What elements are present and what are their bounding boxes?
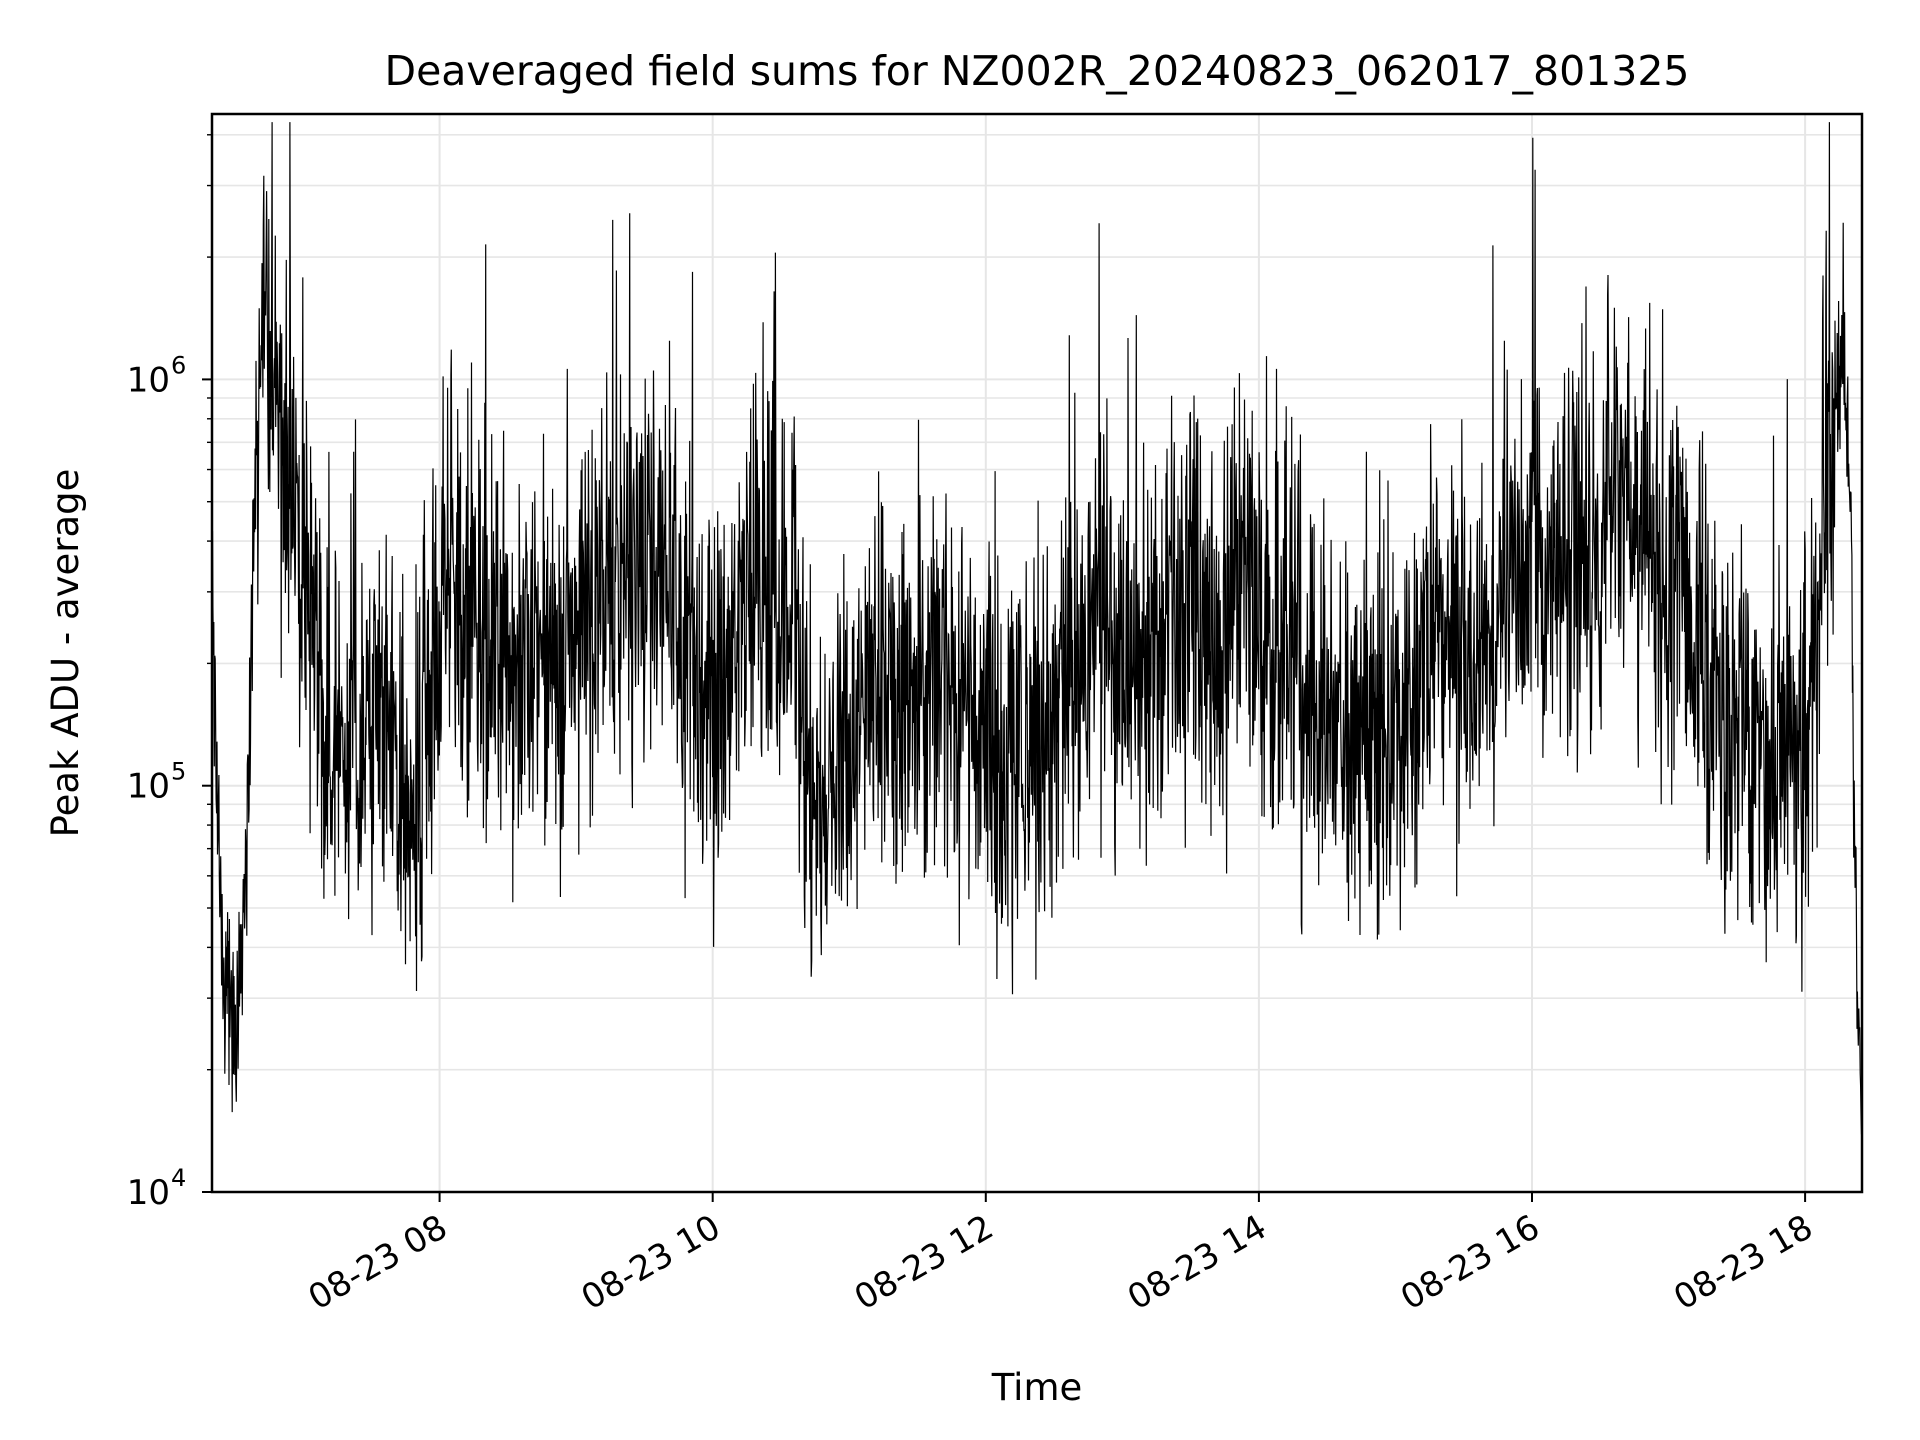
x-tick-label: 08-23 18 [1667,1207,1819,1318]
series-layer [211,122,1863,1135]
x-axis-ticks: 08-23 08 08-23 10 08-23 12 08-23 14 08-23 16… [302,1192,1820,1318]
y-axis-label: Peak ADU - average [44,469,87,838]
chart-title: Deaveraged field sums for NZ002R_2024082… [385,47,1690,95]
plot-frame [210,112,1864,1194]
x-tick-label: 08-23 12 [848,1207,1000,1318]
y-tick-label: 10 [127,767,170,807]
y-tick-exponent: 6 [171,351,186,379]
x-tick-label: 08-23 10 [575,1207,727,1318]
x-tick-label: 08-23 14 [1121,1207,1273,1318]
series-line [211,122,1863,1135]
x-tick-label: 08-23 16 [1394,1207,1546,1318]
y-tick-label: 10 [127,360,170,400]
y-tick-exponent: 4 [171,1164,186,1192]
x-axis-label: Time [991,1366,1083,1409]
y-tick-label: 10 [127,1173,170,1213]
x-tick-label: 08-23 08 [302,1207,454,1318]
y-tick-exponent: 5 [171,758,186,786]
